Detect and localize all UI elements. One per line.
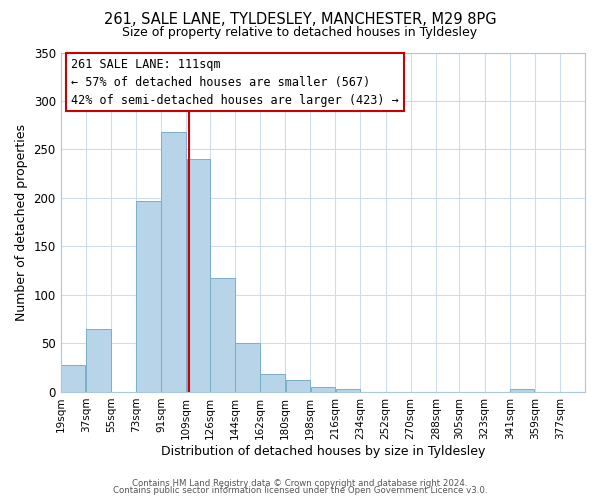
Bar <box>286 380 310 392</box>
Bar <box>161 132 186 392</box>
Text: Contains public sector information licensed under the Open Government Licence v3: Contains public sector information licen… <box>113 486 487 495</box>
Text: 261, SALE LANE, TYLDESLEY, MANCHESTER, M29 8PG: 261, SALE LANE, TYLDESLEY, MANCHESTER, M… <box>104 12 496 28</box>
Bar <box>336 389 360 392</box>
Bar <box>61 365 85 392</box>
Bar <box>210 278 235 392</box>
Text: 261 SALE LANE: 111sqm
← 57% of detached houses are smaller (567)
42% of semi-det: 261 SALE LANE: 111sqm ← 57% of detached … <box>71 58 399 106</box>
Bar <box>187 159 209 392</box>
Y-axis label: Number of detached properties: Number of detached properties <box>15 124 28 320</box>
Bar <box>235 344 260 392</box>
Text: Size of property relative to detached houses in Tyldesley: Size of property relative to detached ho… <box>122 26 478 39</box>
Bar <box>510 389 535 392</box>
Bar <box>260 374 285 392</box>
Text: Contains HM Land Registry data © Crown copyright and database right 2024.: Contains HM Land Registry data © Crown c… <box>132 478 468 488</box>
Bar <box>311 387 335 392</box>
Bar <box>86 329 110 392</box>
X-axis label: Distribution of detached houses by size in Tyldesley: Distribution of detached houses by size … <box>161 444 485 458</box>
Bar <box>136 201 161 392</box>
